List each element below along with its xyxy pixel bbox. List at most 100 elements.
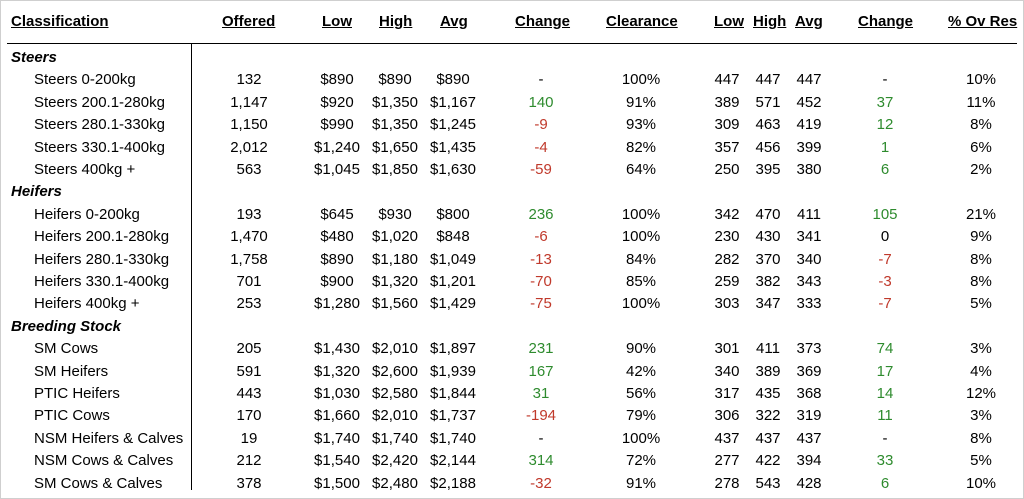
avg-cell: $1,630	[430, 161, 476, 178]
avg-cell: $848	[436, 228, 470, 246]
change-cell: -70	[530, 273, 552, 290]
change-per-kg-cell: 33	[876, 452, 894, 470]
low-per-kg-cell: 230	[714, 228, 740, 246]
clearance-cell: 64%	[625, 161, 657, 178]
avg-per-kg-cell: 340	[796, 250, 822, 268]
change-per-kg-cell: 12	[876, 116, 894, 134]
ov-res-cell: 8%	[970, 273, 992, 290]
high-cell: $2,580	[372, 385, 418, 402]
ov-res-cell: 8%	[970, 116, 992, 134]
low-per-kg-cell: 437	[714, 429, 740, 447]
avg-cell: $800	[436, 205, 470, 223]
group-header-row: Heifers	[1, 181, 1024, 203]
avg-per-kg-cell: 452	[796, 93, 822, 111]
offered-cell: 1,470	[230, 228, 268, 246]
header-high: High	[379, 13, 413, 30]
clearance-cell: 42%	[625, 362, 657, 380]
change-cell: -32	[530, 474, 552, 492]
table-row: Heifers 280.1-330kg 1,758 $890 $1,180 $1,049…	[1, 249, 1024, 271]
classification-cell: PTIC Heifers	[34, 385, 120, 402]
classification-cell: SM Cows	[34, 340, 99, 358]
low-cell: $1,320	[314, 362, 360, 380]
high-cell: $890	[378, 71, 412, 89]
change-per-kg-cell: -	[882, 429, 888, 447]
high-cell: $2,010	[372, 407, 418, 425]
classification-divider	[191, 43, 192, 490]
avg-per-kg-cell: 394	[796, 452, 822, 470]
avg-cell: $1,201	[430, 273, 476, 290]
group-header-row: Breeding Stock	[1, 316, 1024, 338]
low-cell: $1,740	[314, 429, 360, 447]
low-per-kg-cell: 282	[714, 250, 740, 268]
high-per-kg-cell: 411	[756, 340, 780, 358]
classification-cell: Steers 400kg +	[34, 161, 136, 178]
header-change-per-kg: Change	[858, 13, 914, 30]
ov-res-cell: 21%	[965, 205, 997, 223]
classification-cell: Heifers 330.1-400kg	[34, 273, 170, 290]
clearance-cell: 72%	[625, 452, 657, 470]
table-row: Steers 280.1-330kg 1,150 $990 $1,350 $1,245 -…	[1, 114, 1024, 136]
low-cell: $890	[320, 250, 354, 268]
table-row: Steers 200.1-280kg 1,147 $920 $1,350 $1,167 1…	[1, 92, 1024, 114]
avg-per-kg-cell: 333	[796, 295, 822, 313]
avg-cell: $1,897	[430, 340, 476, 358]
high-cell: $1,850	[372, 161, 418, 178]
header-change: Change	[515, 13, 571, 30]
header-low-per-kg: Low	[714, 13, 744, 30]
clearance-cell: 91%	[625, 93, 657, 111]
high-cell: $1,740	[372, 429, 418, 447]
low-cell: $1,500	[314, 474, 360, 492]
table-row: Heifers 330.1-400kg 701 $900 $1,320 $1,201 -7…	[1, 271, 1024, 293]
clearance-cell: 85%	[625, 273, 657, 290]
offered-cell: 443	[236, 385, 262, 402]
offered-cell: 253	[236, 295, 262, 313]
low-cell: $1,240	[314, 138, 360, 156]
header-avg: Avg	[440, 13, 468, 30]
ov-res-cell: 3%	[970, 340, 992, 358]
high-per-kg-cell: 395	[755, 161, 781, 178]
low-cell: $1,540	[314, 452, 360, 470]
header-low: Low	[322, 13, 352, 30]
low-cell: $645	[320, 205, 354, 223]
table-row: PTIC Cows 170 $1,660 $2,010 $1,737 -194 79% 306…	[1, 405, 1024, 427]
avg-per-kg-cell: 380	[796, 161, 822, 178]
classification-cell: SM Heifers	[34, 362, 109, 380]
ov-res-cell: 2%	[970, 161, 992, 178]
offered-cell: 212	[236, 452, 262, 470]
change-cell: -	[538, 429, 544, 447]
low-per-kg-cell: 342	[714, 205, 740, 223]
ov-res-cell: 8%	[970, 429, 992, 447]
offered-cell: 1,150	[230, 116, 268, 134]
classification-cell: NSM Cows & Calves	[34, 452, 174, 470]
avg-cell: $1,844	[430, 385, 476, 402]
clearance-cell: 93%	[625, 116, 657, 134]
ov-res-cell: 5%	[970, 452, 992, 470]
clearance-cell: 100%	[621, 295, 661, 313]
change-cell: -194	[525, 407, 557, 425]
avg-cell: $1,245	[430, 116, 476, 134]
high-per-kg-cell: 470	[755, 205, 781, 223]
high-per-kg-cell: 422	[755, 452, 781, 470]
clearance-cell: 79%	[625, 407, 657, 425]
high-per-kg-cell: 456	[755, 138, 781, 156]
high-per-kg-cell: 322	[755, 407, 781, 425]
avg-cell: $1,429	[430, 295, 476, 313]
high-per-kg-cell: 463	[755, 116, 781, 134]
change-cell: 236	[528, 205, 554, 223]
high-per-kg-cell: 447	[755, 71, 781, 89]
change-per-kg-cell: 74	[876, 340, 894, 358]
change-cell: -4	[534, 138, 548, 156]
ov-res-cell: 3%	[970, 407, 992, 425]
avg-per-kg-cell: 369	[796, 362, 822, 380]
table-row: NSM Cows & Calves 212 $1,540 $2,420 $2,144 31…	[1, 450, 1024, 472]
avg-per-kg-cell: 411	[797, 205, 821, 223]
avg-per-kg-cell: 343	[796, 273, 822, 290]
high-per-kg-cell: 382	[755, 273, 781, 290]
avg-cell: $1,049	[430, 250, 476, 268]
low-cell: $1,430	[314, 340, 360, 358]
low-cell: $920	[320, 93, 354, 111]
avg-cell: $890	[436, 71, 470, 89]
clearance-cell: 100%	[621, 205, 661, 223]
change-per-kg-cell: 37	[876, 93, 894, 111]
